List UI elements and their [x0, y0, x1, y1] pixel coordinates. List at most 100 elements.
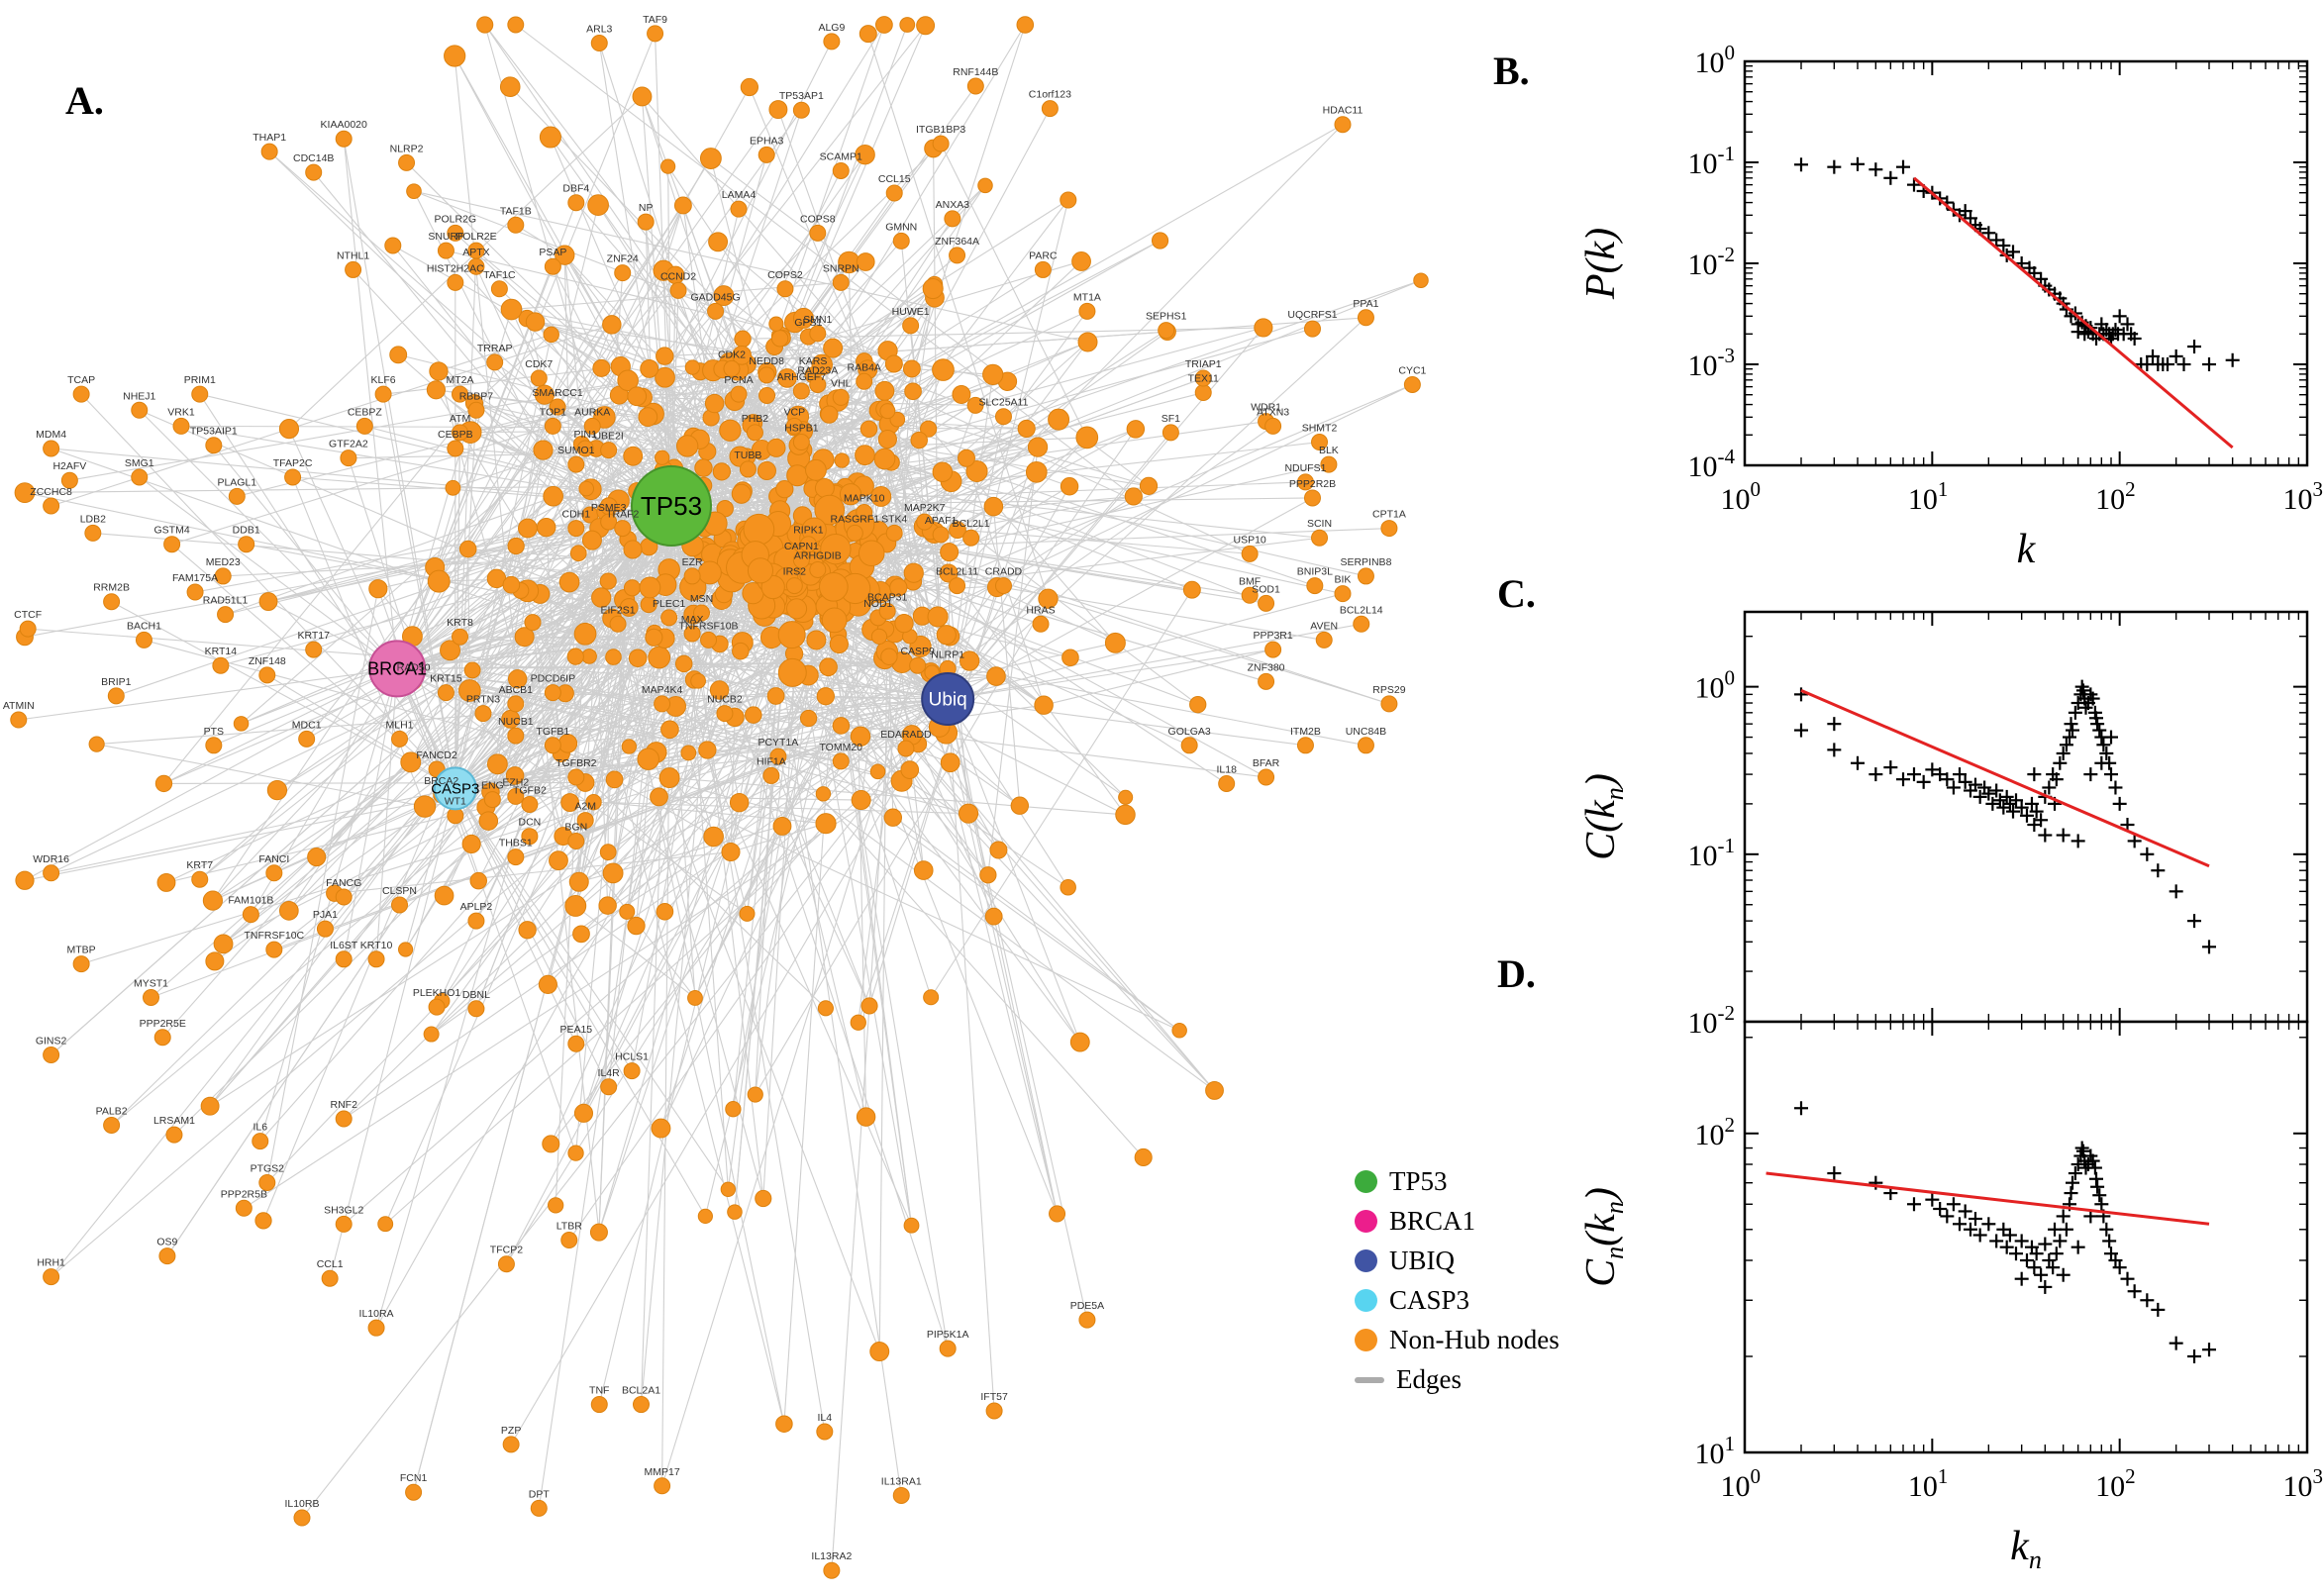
network-node	[1025, 460, 1048, 483]
legend-label: UBIQ	[1389, 1246, 1455, 1275]
network-node	[713, 285, 735, 306]
network-node	[43, 440, 60, 457]
network-node	[107, 687, 125, 705]
network-node	[949, 521, 966, 540]
node-label: NUCB2	[707, 694, 743, 706]
network-node	[655, 366, 675, 388]
network-node	[617, 369, 639, 391]
node-label: PPA1	[1353, 298, 1378, 310]
node-label: COPS8	[800, 213, 836, 225]
network-node	[437, 242, 454, 259]
node-label: BCL2L14	[1340, 604, 1383, 616]
network-node	[43, 497, 60, 515]
network-node	[723, 359, 741, 377]
network-edge	[598, 153, 866, 529]
node-label: PDE5A	[1070, 1300, 1104, 1312]
network-node	[598, 896, 617, 915]
network-node	[467, 1000, 485, 1018]
network-node	[985, 1402, 1003, 1420]
network-node	[600, 513, 618, 531]
network-node	[228, 487, 246, 505]
node-label: NTHL1	[337, 249, 369, 261]
network-node	[486, 353, 504, 371]
node-label: EIF2S1	[601, 604, 636, 616]
network-node	[939, 1340, 957, 1357]
network-node	[703, 826, 724, 848]
network-node	[777, 368, 797, 388]
legend-node-swatch	[1355, 1170, 1377, 1193]
network-edge	[454, 410, 477, 789]
network-node	[578, 480, 595, 497]
node-label: TGFB2	[513, 784, 547, 796]
node-label: OS9	[156, 1237, 177, 1248]
network-node	[213, 934, 234, 954]
network-edge	[947, 698, 1059, 1215]
network-node	[770, 330, 789, 348]
network-edge	[396, 272, 624, 669]
network-node	[647, 25, 664, 43]
network-edge	[515, 24, 1135, 497]
network-node	[743, 513, 775, 546]
node-label: PARC	[1029, 249, 1058, 261]
network-node	[549, 398, 566, 416]
network-node	[1357, 309, 1374, 327]
node-label: ZCCHC8	[30, 486, 72, 498]
network-node	[1353, 615, 1370, 633]
network-node	[537, 517, 556, 538]
node-label: TGFBR2	[556, 757, 597, 769]
network-edge	[662, 270, 729, 1190]
network-node	[683, 567, 701, 585]
network-edge	[413, 190, 545, 450]
node-label: IL6	[252, 1122, 267, 1134]
node-label: PIP5K1A	[927, 1329, 969, 1341]
network-node	[305, 163, 323, 181]
network-edge	[163, 402, 475, 784]
node-label: TNFRSF10B	[678, 620, 738, 632]
node-label: NDUFS1	[1284, 462, 1326, 474]
network-node	[704, 393, 725, 414]
network-node	[766, 687, 785, 705]
node-label: PPP2R5B	[221, 1188, 267, 1200]
network-node	[1049, 1205, 1066, 1223]
network-node	[983, 496, 1004, 517]
node-label: HRAS	[1026, 604, 1055, 616]
network-node	[507, 787, 525, 805]
node-label: NP	[639, 202, 654, 214]
network-edge	[858, 572, 915, 1023]
network-node	[949, 577, 966, 595]
network-node	[846, 524, 863, 542]
network-node	[982, 363, 1004, 386]
network-node	[776, 280, 794, 298]
network-node	[732, 345, 752, 365]
node-label: EZH2	[502, 776, 529, 788]
network-node	[202, 890, 223, 911]
network-node	[158, 1247, 176, 1265]
network-edge	[753, 422, 1150, 487]
node-label: ARHGDIB	[794, 549, 842, 561]
network-edge	[803, 621, 1215, 1091]
node-label: KIAA0020	[321, 119, 367, 131]
network-node	[734, 330, 752, 348]
network-node	[1296, 737, 1314, 754]
network-edge	[489, 449, 545, 792]
node-label: SH3GL2	[324, 1204, 363, 1216]
node-label: DBF4	[562, 183, 589, 195]
network-node	[777, 657, 807, 687]
network-node	[1016, 16, 1035, 34]
network-node	[191, 870, 209, 888]
network-edge	[532, 622, 913, 736]
node-label: PEA15	[559, 1024, 592, 1036]
node-label: LRSAM1	[153, 1115, 195, 1127]
node-label: SNRPN	[823, 262, 859, 274]
network-node	[463, 661, 481, 679]
node-label: BMF	[1239, 575, 1261, 587]
network-node	[1075, 426, 1099, 449]
network-node	[809, 375, 827, 393]
network-node	[1158, 322, 1175, 340]
network-node	[1126, 420, 1146, 439]
network-node	[637, 213, 655, 231]
node-label: LTBR	[556, 1221, 582, 1233]
network-node	[1205, 1081, 1224, 1100]
node-label: ITGB1BP3	[916, 124, 965, 136]
network-edge	[661, 505, 672, 1486]
